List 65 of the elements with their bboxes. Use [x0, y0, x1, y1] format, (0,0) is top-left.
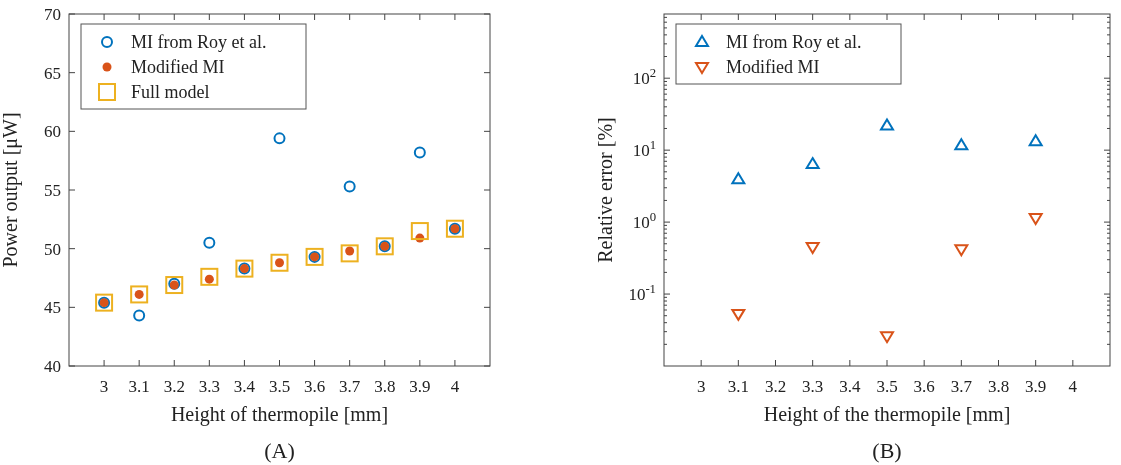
point	[133, 309, 146, 322]
legend-label: Full model	[131, 82, 210, 102]
x-tick-label: 3.4	[233, 377, 256, 396]
x-tick-label: 3.5	[268, 377, 291, 396]
point	[410, 222, 429, 241]
point	[340, 244, 359, 263]
y-axis-title: Relative error [%]	[594, 117, 616, 263]
x-tick-label: 3.2	[163, 377, 185, 396]
point	[954, 244, 969, 257]
x-axis-title: Height of the thermopile [mm]	[763, 403, 1011, 426]
x-tick-label: 3.7	[339, 377, 361, 396]
x-tick-label: 3.6	[913, 377, 935, 396]
point	[270, 253, 289, 272]
x-tick-label: 3.5	[876, 377, 898, 396]
y-axis-title: Power output [μW]	[0, 112, 22, 268]
point	[1028, 134, 1043, 147]
x-tick-label: 3.9	[1025, 377, 1047, 396]
y-tick-label: 65	[44, 63, 61, 83]
x-tick-label: 3.1	[727, 377, 749, 396]
point	[165, 276, 184, 295]
legend-label: Modified MI	[726, 57, 820, 77]
point	[413, 146, 426, 159]
point	[805, 157, 820, 170]
y-tick-label: 40	[44, 357, 61, 376]
point	[203, 236, 216, 249]
x-tick-label: 3	[696, 377, 706, 396]
point	[731, 308, 746, 321]
legend-label: Modified MI	[131, 57, 225, 77]
point	[954, 138, 969, 151]
x-tick-label: 3.9	[409, 377, 431, 396]
text: (B)	[872, 438, 902, 463]
y-tick-label: 10$^{1}$	[632, 138, 656, 161]
y-tick-label: 60	[44, 122, 61, 142]
y-tick-label: 50	[44, 239, 61, 259]
y-tick-label: 55	[44, 181, 61, 200]
x-tick-label: 3.3	[802, 377, 824, 396]
x-tick-label: 3.3	[198, 377, 220, 396]
point	[273, 132, 286, 145]
point	[880, 118, 894, 131]
point	[200, 267, 219, 286]
x-tick-label: 3.8	[374, 377, 396, 396]
point	[1028, 213, 1043, 225]
x-tick-label: 3.2	[764, 377, 787, 396]
x-tick-label: 4	[450, 377, 460, 396]
point	[343, 180, 356, 193]
x-tick-label: 3.1	[128, 377, 150, 396]
x-tick-label: 3.7	[950, 377, 973, 396]
x-axis-title: Height of thermopile [mm]	[170, 403, 389, 426]
x-tick-label: 3	[99, 377, 109, 396]
point	[731, 172, 746, 185]
y-tick-label: 10$^{0}$	[632, 210, 656, 233]
point	[805, 242, 820, 255]
point	[880, 331, 894, 344]
legend-label: MI from Roy et al.	[726, 32, 862, 52]
x-tick-label: 3.6	[303, 377, 326, 396]
point	[130, 285, 149, 304]
y-tick-label: 10$^{-1}$	[628, 282, 656, 305]
x-tick-label: 3.8	[987, 377, 1010, 396]
x-tick-label: 3.4	[839, 377, 861, 396]
y-tick-label: 45	[44, 298, 61, 318]
legend-label: MI from Roy et al.	[131, 32, 267, 52]
text: (A)	[264, 438, 295, 463]
y-tick-label: 10$^{2}$	[632, 66, 656, 89]
x-tick-label: 4	[1068, 377, 1078, 396]
y-tick-label: 70	[44, 5, 61, 24]
